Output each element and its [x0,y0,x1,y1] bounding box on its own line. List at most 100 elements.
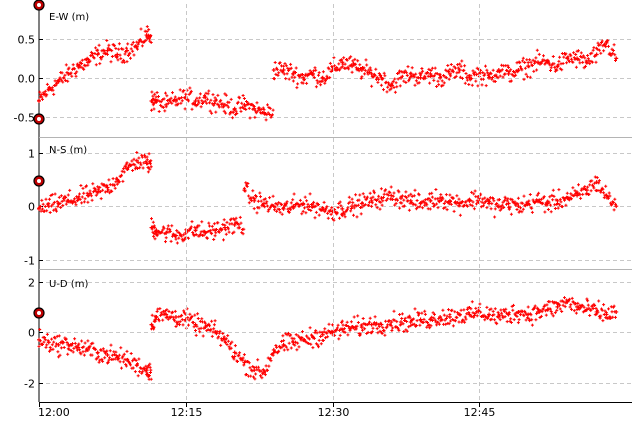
data-point [584,188,589,193]
data-point [115,177,120,182]
data-point [506,71,511,76]
data-point [252,368,257,373]
data-point [193,99,198,103]
data-point [496,315,501,320]
data-point [85,60,90,65]
data-point [614,56,619,61]
data-point [594,52,599,57]
data-point [350,64,355,69]
data-point [291,71,296,76]
y-tick-labels: 1 0 -1 [24,148,35,268]
data-point [95,350,100,355]
data-point [340,327,345,332]
data-point [232,222,237,227]
data-point [369,71,374,76]
data-point [149,225,154,230]
data-point [496,204,501,209]
data-point [604,312,609,317]
data-point [565,56,570,61]
data-point [535,309,540,314]
data-point [398,196,403,201]
data-point [242,360,247,365]
axis-handle-center [37,117,41,121]
data-point [76,345,81,350]
data-point [584,60,589,65]
y-tick-labels: 2 0 -2 [24,277,35,391]
data-point [262,201,267,206]
data-point [115,355,120,360]
data-point [526,201,531,206]
data-point [213,330,218,335]
data-point [203,95,208,100]
data-point [359,201,364,206]
x-grid-lines [39,4,480,407]
data-point [535,198,540,203]
data-point [340,60,345,65]
data-point [232,350,237,355]
data-point [438,315,443,320]
data-point [173,233,178,238]
data-point [398,75,403,80]
data-point [203,325,208,330]
data-point [76,196,81,201]
data-point [594,180,599,185]
y-tick-label: 0 [28,201,35,214]
data-point [350,325,355,330]
data-point [125,166,130,171]
data-point [516,204,521,209]
data-point [526,64,531,69]
data-point [428,71,433,76]
data-point [56,201,61,206]
data-point [222,102,227,107]
data-point [565,196,570,201]
data-point [222,225,227,230]
data-point [46,204,51,209]
panel-title-ud: U-D (m) [49,279,88,290]
data-point [506,312,511,317]
data-point [467,198,472,203]
data-point [555,304,560,309]
data-point [154,315,159,320]
data-point [428,317,433,322]
data-point [359,325,364,330]
data-point [154,228,159,233]
data-point [614,309,619,314]
data-point [149,99,154,103]
data-point [594,309,599,314]
data-point [575,56,580,61]
data-point [95,52,100,57]
data-point [213,228,218,233]
data-point [76,64,81,69]
data-point [213,99,218,103]
y-tick-label: 0.5 [18,34,36,47]
grid-lines [39,153,632,261]
data-point [125,48,130,53]
data-point [575,304,580,309]
data-point [301,337,306,342]
data-point [457,201,462,206]
data-point [291,340,296,345]
data-point [46,340,51,345]
data-point [467,75,472,80]
panel-title-ns: N-S (m) [49,145,87,156]
x-tick-label: 12:00 [38,406,70,419]
data-point [584,307,589,312]
data-point [516,68,521,72]
data-point [115,52,120,57]
data-point [379,322,384,327]
data-point [310,71,315,76]
data-point [232,106,237,111]
data-point [389,83,394,88]
data-point [281,68,286,72]
data-point [379,75,384,80]
data-point [575,193,580,198]
data-point [408,198,413,203]
data-point [46,87,51,92]
data-point [252,198,257,203]
data-point [183,95,188,100]
data-point [447,315,452,320]
data-point [340,206,345,211]
data-point [369,198,374,203]
data-point [496,68,501,72]
